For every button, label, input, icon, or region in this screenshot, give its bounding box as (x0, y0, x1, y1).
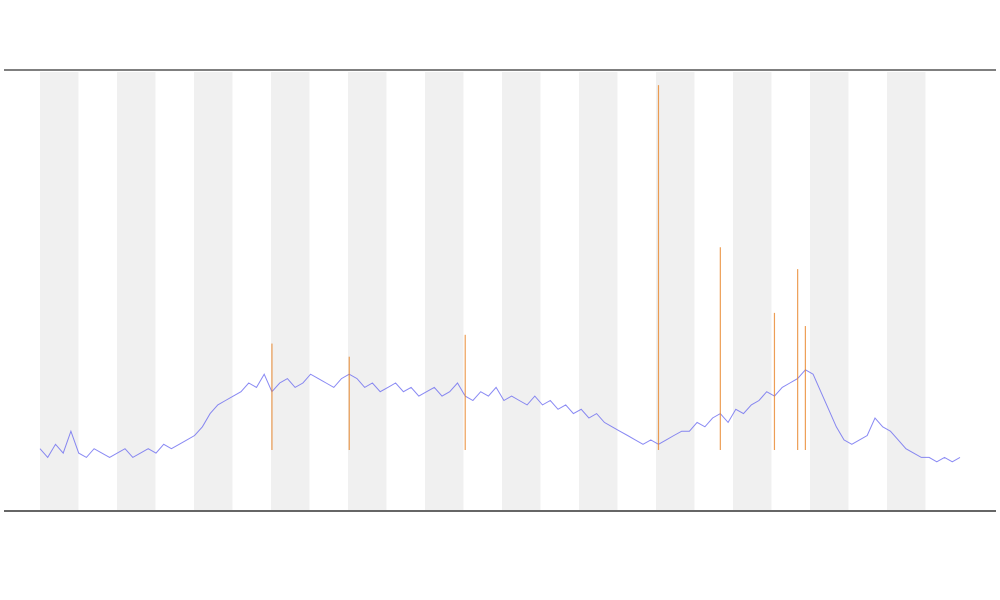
band (733, 72, 772, 510)
bands (40, 72, 926, 510)
band (117, 72, 156, 510)
band (194, 72, 233, 510)
series-line (39, 369, 961, 463)
band (502, 72, 541, 510)
marks (39, 85, 961, 463)
band (40, 72, 79, 510)
band (425, 72, 464, 510)
band (271, 72, 310, 510)
band (810, 72, 849, 510)
band (887, 72, 926, 510)
band (656, 72, 695, 510)
band (348, 72, 387, 510)
band (579, 72, 618, 510)
